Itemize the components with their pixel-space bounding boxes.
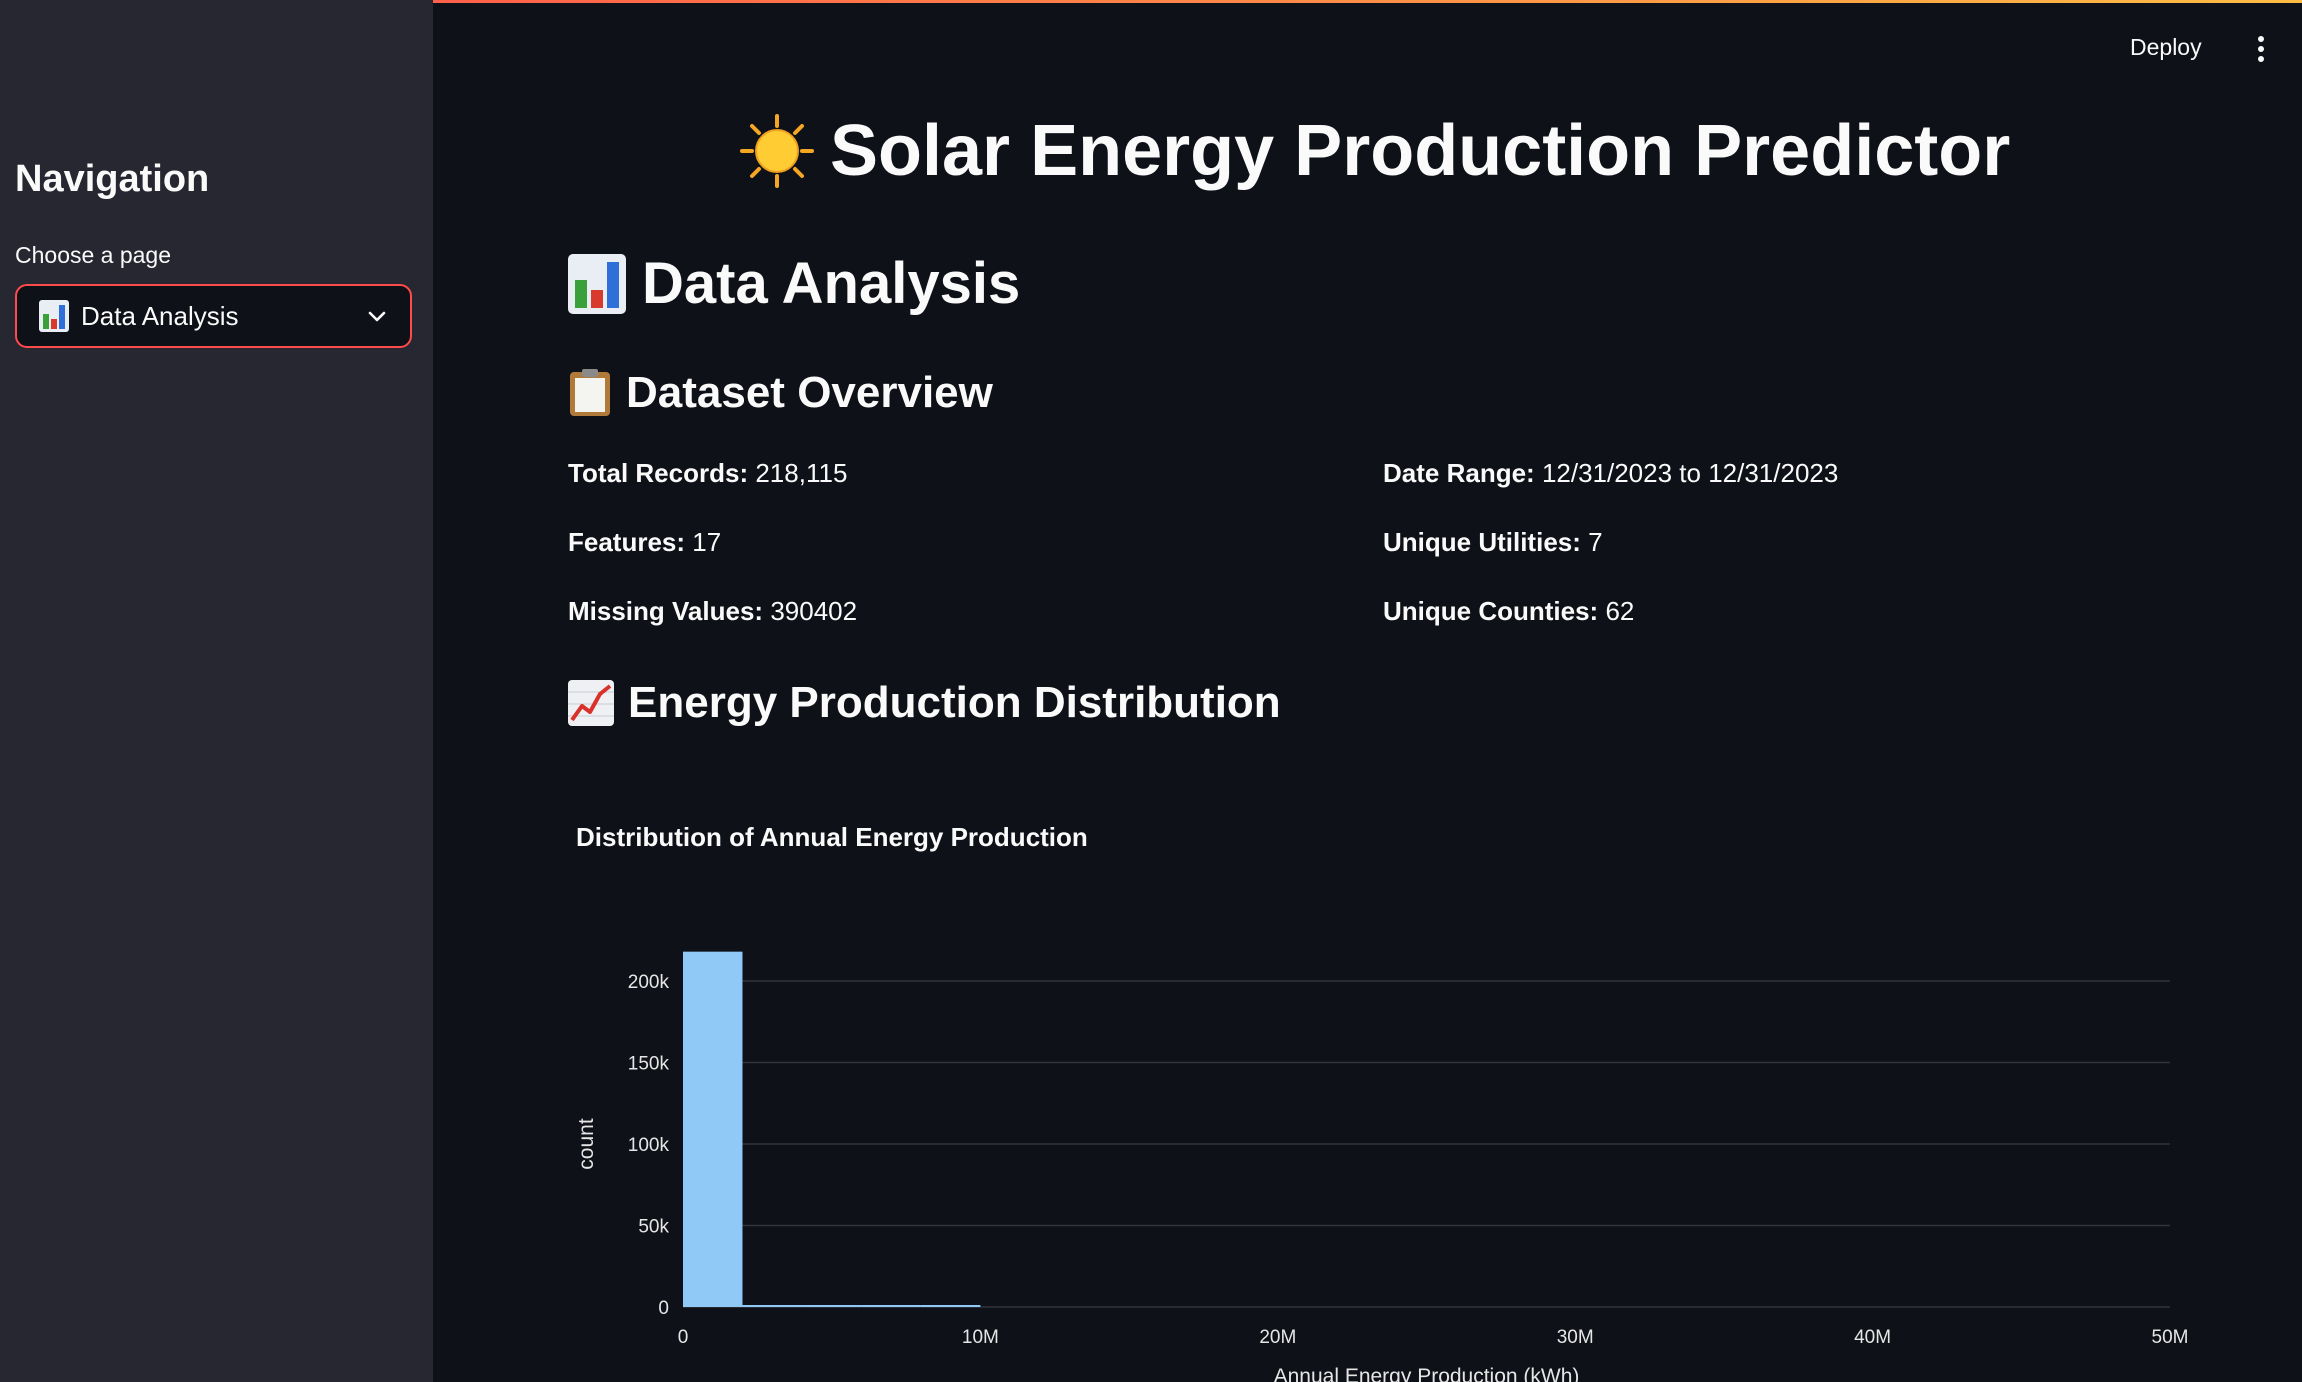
stat-label: Unique Counties: bbox=[1383, 596, 1599, 626]
bar-chart-icon bbox=[568, 253, 626, 314]
histogram-bar bbox=[801, 1305, 862, 1307]
histogram-chart[interactable]: 0 50k 100k 150k 200k 0 10M 20M 30M 40M 50M count Ann… bbox=[560, 900, 2200, 1382]
stat-label: Features: bbox=[568, 527, 686, 557]
y-tick-label: 0 bbox=[658, 1298, 669, 1319]
histogram-bar bbox=[861, 1305, 921, 1307]
chart-title: Distribution of Annual Energy Production bbox=[576, 822, 1088, 852]
section-title-text: Data Analysis bbox=[642, 251, 1021, 316]
x-tick-label: 0 bbox=[678, 1327, 689, 1348]
page-title-text: Solar Energy Production Predictor bbox=[830, 111, 2011, 191]
stat-label: Unique Utilities: bbox=[1383, 527, 1581, 557]
stat-unique-utilities: Unique Utilities: 7 bbox=[1383, 527, 1603, 558]
distribution-title-text: Energy Production Distribution bbox=[628, 678, 1281, 727]
stat-features: Features: 17 bbox=[568, 527, 721, 558]
stat-date-range: Date Range: 12/31/2023 to 12/31/2023 bbox=[1383, 458, 1838, 489]
overview-title-text: Dataset Overview bbox=[626, 368, 993, 417]
x-tick-label: 30M bbox=[1557, 1327, 1594, 1348]
x-axis-label: Annual Energy Production (kWh) bbox=[1274, 1365, 1580, 1382]
stat-label: Date Range: bbox=[1383, 458, 1535, 488]
page-select-label: Choose a page bbox=[15, 242, 172, 268]
y-tick-label: 200k bbox=[628, 972, 670, 993]
y-tick-label: 50k bbox=[638, 1217, 669, 1238]
section-title: Data Analysis bbox=[568, 250, 1020, 317]
histogram-bar bbox=[920, 1305, 981, 1307]
y-tick-label: 100k bbox=[628, 1135, 670, 1156]
sidebar-title: Navigation bbox=[15, 158, 210, 200]
x-tick-label: 10M bbox=[962, 1327, 999, 1348]
page-title: Solar Energy Production Predictor bbox=[740, 106, 2010, 196]
stat-unique-counties: Unique Counties: 62 bbox=[1383, 596, 1634, 627]
stat-label: Missing Values: bbox=[568, 596, 764, 626]
histogram-bar bbox=[683, 951, 743, 1307]
page-select[interactable]: Data Analysis bbox=[15, 284, 412, 348]
x-tick-label: 50M bbox=[2152, 1327, 2189, 1348]
stat-value: 7 bbox=[1588, 527, 1603, 557]
distribution-title: Energy Production Distribution bbox=[568, 678, 1281, 728]
stat-value: 390402 bbox=[770, 596, 858, 626]
stat-value: 12/31/2023 to 12/31/2023 bbox=[1541, 458, 1839, 488]
y-tick-label: 150k bbox=[628, 1054, 670, 1075]
bar-chart-icon bbox=[39, 300, 69, 332]
stat-missing-values: Missing Values: 390402 bbox=[568, 596, 857, 627]
x-tick-label: 20M bbox=[1259, 1327, 1296, 1348]
page-select-text: Data Analysis bbox=[81, 300, 239, 331]
stat-label: Total Records: bbox=[568, 458, 749, 488]
x-tick-label: 40M bbox=[1854, 1327, 1891, 1348]
stat-value: 17 bbox=[692, 527, 722, 557]
chart-increasing-icon bbox=[568, 680, 614, 726]
stat-value: 218,115 bbox=[755, 458, 848, 488]
stat-value: 62 bbox=[1605, 596, 1635, 626]
y-axis-label: count bbox=[575, 1118, 598, 1170]
page-select-value: Data Analysis bbox=[39, 300, 366, 332]
clipboard-icon bbox=[570, 369, 610, 416]
deploy-button[interactable]: Deploy bbox=[2130, 34, 2202, 60]
sun-icon bbox=[740, 114, 814, 188]
chevron-down-icon bbox=[368, 311, 386, 322]
overview-title: Dataset Overview bbox=[568, 368, 993, 418]
sidebar: Navigation Choose a page Data Analysis bbox=[0, 0, 433, 1382]
stat-total-records: Total Records: 218,115 bbox=[568, 458, 847, 489]
top-accent-line bbox=[0, 0, 2302, 3]
histogram-bar bbox=[742, 1305, 802, 1307]
kebab-menu-icon[interactable] bbox=[2250, 32, 2272, 66]
